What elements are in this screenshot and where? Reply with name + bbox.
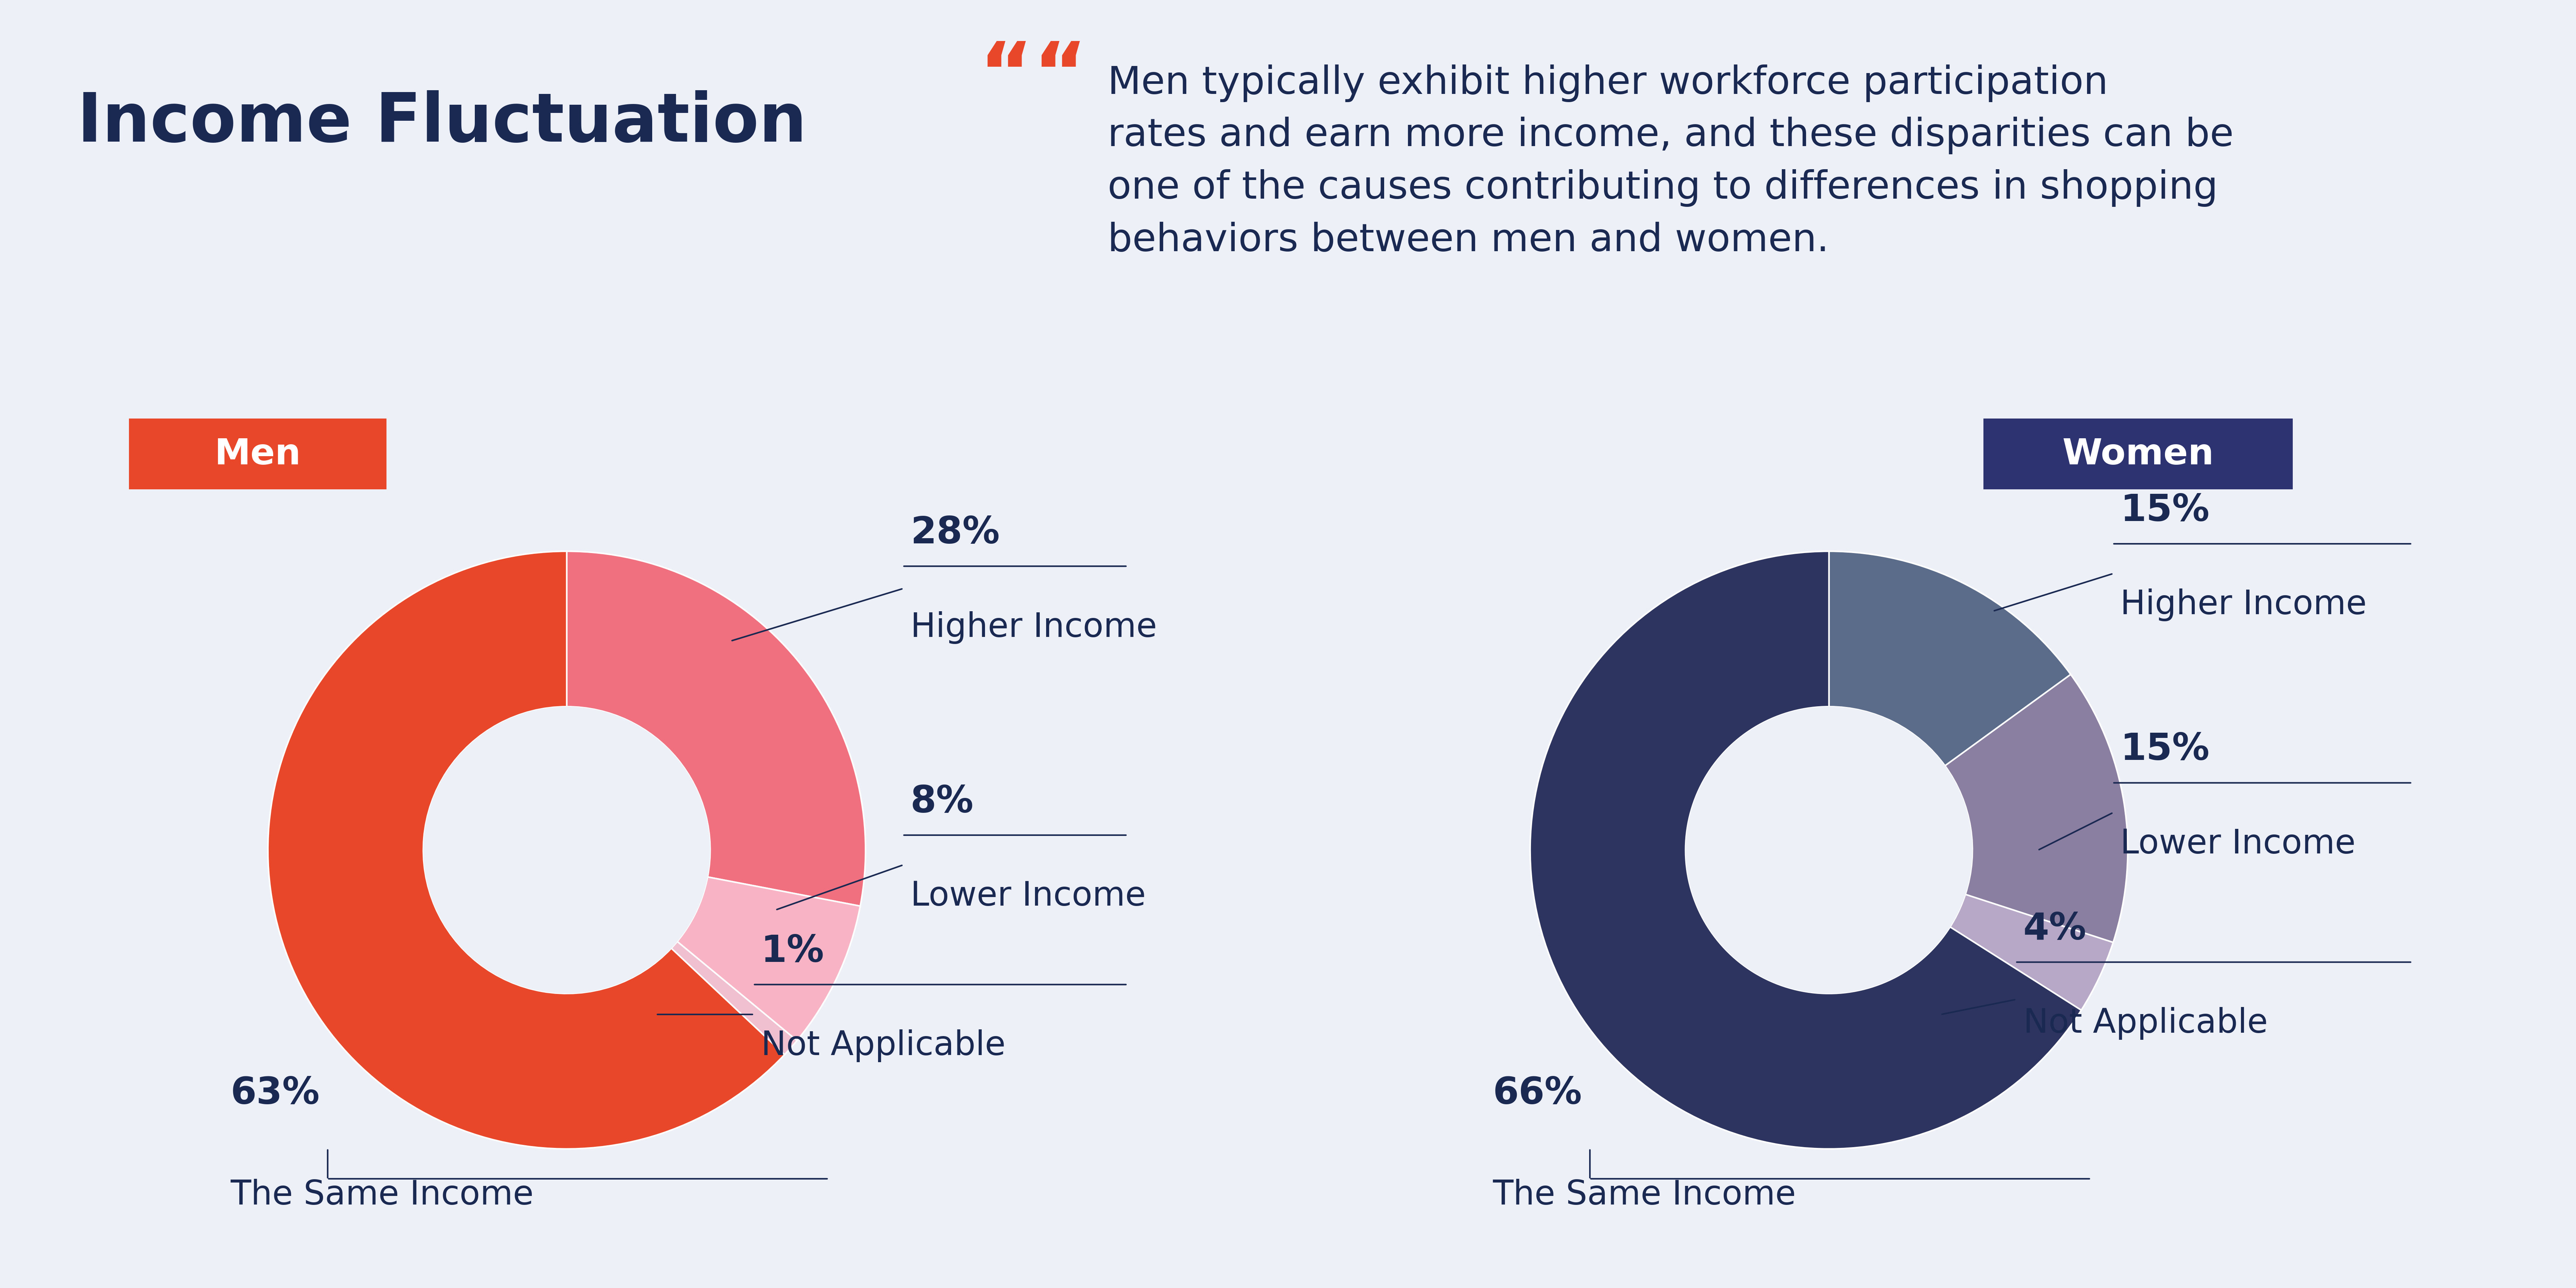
Text: Not Applicable: Not Applicable xyxy=(760,1029,1005,1063)
Wedge shape xyxy=(1950,894,2112,1010)
Text: 15%: 15% xyxy=(2120,732,2210,768)
Wedge shape xyxy=(268,551,786,1149)
Wedge shape xyxy=(1829,551,2071,766)
Text: Income Fluctuation: Income Fluctuation xyxy=(77,90,806,156)
Text: Higher Income: Higher Income xyxy=(2120,589,2367,621)
Text: 63%: 63% xyxy=(232,1075,319,1112)
Text: 15%: 15% xyxy=(2120,493,2210,529)
Text: The Same Income: The Same Income xyxy=(1492,1179,1795,1212)
Text: 66%: 66% xyxy=(1492,1075,1582,1112)
Text: Men typically exhibit higher workforce participation
rates and earn more income,: Men typically exhibit higher workforce p… xyxy=(1108,64,2233,259)
Text: Lower Income: Lower Income xyxy=(909,880,1146,913)
Text: Not Applicable: Not Applicable xyxy=(2022,1007,2267,1039)
Text: Higher Income: Higher Income xyxy=(909,611,1157,644)
Text: 28%: 28% xyxy=(909,515,999,551)
FancyBboxPatch shape xyxy=(129,419,386,489)
Wedge shape xyxy=(1945,675,2128,943)
Text: ““: ““ xyxy=(979,39,1087,118)
Text: Lower Income: Lower Income xyxy=(2120,828,2354,860)
Wedge shape xyxy=(672,942,796,1055)
Wedge shape xyxy=(1530,551,2081,1149)
Wedge shape xyxy=(677,877,860,1041)
Circle shape xyxy=(1685,707,1973,993)
Text: Women: Women xyxy=(2063,438,2213,471)
Wedge shape xyxy=(567,551,866,905)
Text: 4%: 4% xyxy=(2022,911,2087,947)
FancyBboxPatch shape xyxy=(1984,419,2293,489)
Circle shape xyxy=(422,707,711,993)
Text: 8%: 8% xyxy=(909,784,974,820)
Text: 1%: 1% xyxy=(760,934,824,970)
Text: Men: Men xyxy=(214,438,301,471)
Text: The Same Income: The Same Income xyxy=(232,1179,533,1212)
